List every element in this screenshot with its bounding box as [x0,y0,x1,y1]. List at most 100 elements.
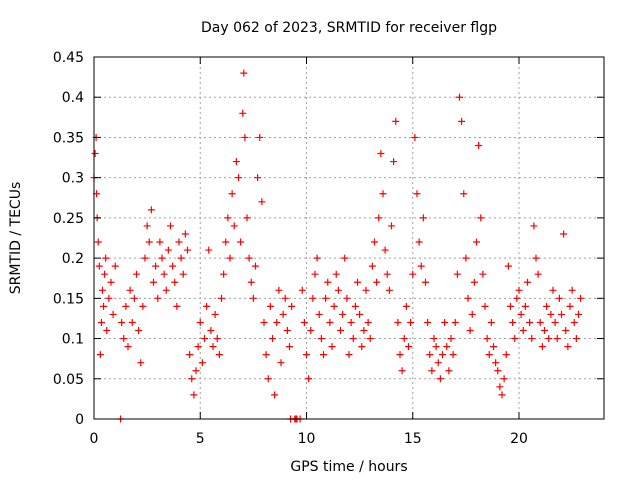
data-point [269,335,276,343]
data-point [135,327,143,335]
data-point [477,214,485,222]
data-point [572,335,580,343]
data-point [213,335,221,343]
grid-lines [94,57,604,419]
data-point [252,262,259,270]
data-point [264,375,272,383]
data-point [96,351,104,359]
data-point [177,254,185,262]
data-point [419,214,427,222]
data-point [345,351,353,359]
data-point [575,310,582,318]
data-point [398,367,406,375]
data-point [390,158,398,166]
data-point [101,270,109,278]
data-point [549,286,557,294]
data-point [100,302,108,310]
data-point [192,367,200,375]
data-point [388,222,395,230]
data-point [379,190,387,198]
data-point [320,351,327,359]
data-point [99,286,106,294]
data-point [362,286,370,294]
data-point [551,318,559,326]
data-point [315,310,323,318]
data-point [368,262,376,270]
data-point [173,302,181,310]
data-point [473,238,480,246]
x-axis-label: GPS time / hours [290,459,407,475]
data-point [375,214,383,222]
data-point [451,318,459,326]
data-point [492,359,500,367]
data-point [485,351,493,359]
data-point [207,327,215,335]
data-point [95,262,103,270]
data-point [307,327,315,335]
data-point [226,254,234,262]
data-point [347,318,355,326]
data-point [341,254,349,262]
data-point [97,318,105,326]
data-point [141,254,149,262]
data-point [118,318,126,326]
data-point [426,351,434,359]
data-point [430,335,438,343]
data-point [547,310,555,318]
data-point [481,302,489,310]
data-point [203,302,211,310]
data-point [534,270,542,278]
data-point [351,302,359,310]
data-point [339,310,347,318]
data-point [105,294,113,302]
y-tick-label: 0.25 [53,211,84,227]
data-point [158,254,166,262]
data-point [439,351,446,359]
data-point [150,278,157,286]
data-point [526,318,534,326]
data-point [298,286,306,294]
data-point [222,238,230,246]
data-point [373,278,381,286]
data-point [130,294,138,302]
data-point [232,158,240,166]
data-point [394,318,402,326]
data-point [254,174,262,182]
data-point [483,335,491,343]
data-point [343,294,351,302]
data-point [175,238,183,246]
data-point [434,359,442,367]
data-point [504,262,512,270]
data-point [528,335,536,343]
data-point [211,310,219,318]
data-point [201,335,208,343]
data-point [286,343,293,351]
data-point [154,294,162,302]
data-points [90,69,585,423]
data-point [564,343,572,351]
data-point [475,141,483,149]
data-point [145,238,153,246]
y-tick-label: 0 [75,412,84,428]
data-point [402,302,410,310]
data-point [405,343,412,351]
data-point [164,246,172,254]
data-point [337,327,344,335]
data-point [356,310,364,318]
data-point [456,93,463,101]
data-point [273,318,281,326]
data-point [309,294,317,302]
data-point [237,238,245,246]
x-tick-label: 5 [196,431,205,447]
data-point [513,294,521,302]
data-point [543,302,551,310]
data-point [385,286,393,294]
data-point [334,286,342,294]
data-point [279,310,287,318]
data-point [224,214,232,222]
data-point [566,302,574,310]
data-point [241,133,249,141]
data-point [332,270,340,278]
data-point [218,294,225,302]
data-point [171,278,179,286]
